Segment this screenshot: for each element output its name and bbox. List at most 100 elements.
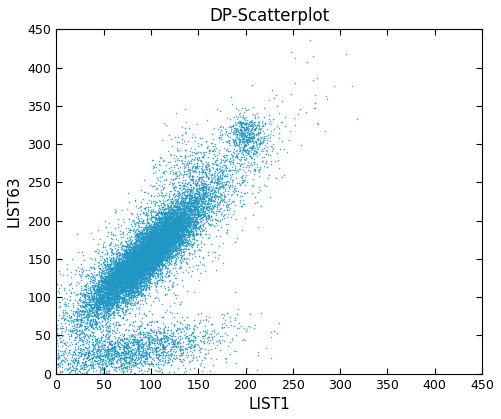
Point bbox=[157, 214, 165, 220]
Point bbox=[106, 315, 114, 322]
Point bbox=[135, 243, 143, 250]
Point bbox=[110, 292, 118, 299]
Point bbox=[141, 275, 149, 282]
Point bbox=[108, 281, 116, 287]
Point bbox=[135, 274, 143, 280]
Point bbox=[150, 256, 158, 262]
Point bbox=[72, 308, 80, 315]
Point bbox=[172, 240, 180, 247]
Point bbox=[122, 267, 130, 274]
Point bbox=[110, 273, 118, 279]
Point bbox=[145, 256, 153, 262]
Point bbox=[155, 232, 163, 238]
Point bbox=[166, 227, 174, 233]
Point bbox=[123, 262, 131, 269]
Point bbox=[151, 253, 159, 259]
Point bbox=[131, 257, 139, 264]
Point bbox=[132, 326, 140, 332]
Point bbox=[155, 264, 163, 271]
Point bbox=[142, 252, 150, 259]
Point bbox=[96, 356, 104, 363]
Point bbox=[125, 290, 133, 297]
Point bbox=[161, 260, 169, 266]
Point bbox=[186, 201, 194, 207]
Point bbox=[166, 204, 174, 210]
Point bbox=[102, 263, 110, 270]
Point bbox=[139, 348, 147, 355]
Point bbox=[174, 215, 182, 221]
Point bbox=[127, 273, 135, 280]
Point bbox=[120, 251, 128, 257]
Point bbox=[119, 272, 127, 279]
Point bbox=[200, 200, 208, 207]
Point bbox=[132, 296, 140, 303]
Point bbox=[135, 266, 143, 273]
Point bbox=[142, 245, 150, 251]
Point bbox=[175, 232, 183, 239]
Point bbox=[135, 255, 143, 261]
Point bbox=[123, 253, 131, 260]
Point bbox=[120, 251, 128, 258]
Point bbox=[147, 263, 155, 270]
Point bbox=[175, 230, 183, 236]
Point bbox=[218, 181, 226, 188]
Point bbox=[134, 242, 142, 249]
Point bbox=[89, 294, 97, 301]
Point bbox=[111, 338, 119, 345]
Point bbox=[121, 259, 129, 266]
Point bbox=[186, 209, 194, 215]
Point bbox=[158, 241, 166, 248]
Point bbox=[76, 337, 84, 344]
Point bbox=[175, 168, 183, 174]
Point bbox=[159, 346, 167, 352]
Point bbox=[91, 306, 99, 313]
Point bbox=[94, 320, 102, 327]
Point bbox=[173, 220, 181, 226]
Point bbox=[161, 231, 169, 238]
Point bbox=[133, 274, 141, 281]
Point bbox=[150, 250, 158, 257]
Point bbox=[135, 256, 143, 262]
Point bbox=[130, 243, 138, 250]
Point bbox=[178, 242, 186, 248]
Point bbox=[162, 235, 170, 241]
Point bbox=[149, 252, 157, 259]
Point bbox=[131, 277, 139, 284]
Point bbox=[174, 342, 182, 349]
Point bbox=[191, 210, 199, 216]
Point bbox=[255, 137, 263, 143]
Point bbox=[125, 216, 133, 222]
Point bbox=[167, 254, 175, 261]
Point bbox=[117, 279, 125, 285]
Point bbox=[91, 358, 99, 365]
Point bbox=[145, 255, 153, 261]
Point bbox=[112, 306, 120, 313]
Point bbox=[183, 192, 191, 199]
Point bbox=[132, 263, 140, 270]
Point bbox=[104, 261, 112, 268]
Point bbox=[207, 184, 215, 191]
Point bbox=[142, 274, 150, 280]
Point bbox=[188, 216, 196, 223]
Point bbox=[154, 253, 162, 260]
Point bbox=[155, 247, 163, 254]
Point bbox=[133, 276, 141, 282]
Point bbox=[244, 148, 253, 155]
Point bbox=[90, 283, 98, 290]
Point bbox=[118, 251, 126, 258]
Point bbox=[161, 285, 169, 292]
Point bbox=[166, 214, 174, 221]
Point bbox=[127, 259, 135, 266]
Point bbox=[132, 264, 140, 270]
Point bbox=[93, 351, 101, 358]
Point bbox=[158, 269, 166, 276]
Point bbox=[120, 282, 128, 289]
Point bbox=[97, 294, 105, 300]
Point bbox=[189, 168, 197, 174]
Point bbox=[132, 252, 140, 259]
Point bbox=[191, 195, 199, 202]
Point bbox=[185, 218, 193, 225]
Point bbox=[150, 232, 158, 239]
Point bbox=[114, 295, 122, 301]
Point bbox=[128, 278, 136, 285]
